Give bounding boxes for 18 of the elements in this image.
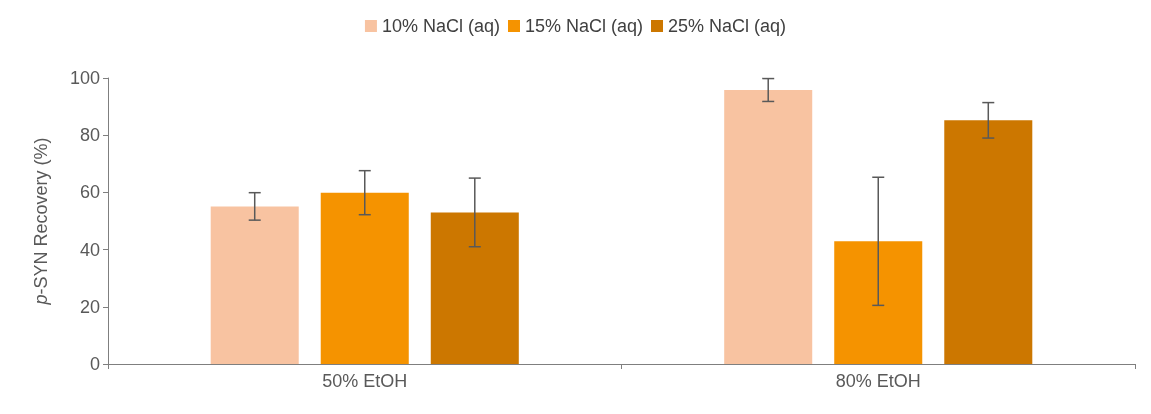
- legend-label: 10% NaCl (aq): [381, 16, 500, 36]
- bar: [210, 206, 299, 364]
- legend-label: 25% NaCl (aq): [668, 16, 787, 36]
- bar: [430, 212, 519, 364]
- x-tick-label: 80% EtOH: [835, 371, 921, 391]
- legend-label: 15% NaCl (aq): [524, 16, 644, 36]
- y-tick-label: 0: [89, 354, 100, 374]
- bar: [944, 120, 1033, 364]
- y-tick-label: 100: [69, 68, 100, 88]
- y-tick-label: 60: [79, 182, 100, 203]
- bar: [320, 192, 409, 364]
- y-axis-title: p-SYN Recovery (%): [31, 137, 51, 306]
- y-tick-label: 80: [79, 125, 100, 146]
- y-tick-label: 20: [79, 296, 100, 317]
- bar: [834, 241, 923, 364]
- x-tick-label: 50% EtOH: [322, 371, 408, 391]
- y-tick-label: 40: [79, 239, 100, 260]
- bar: [724, 90, 813, 364]
